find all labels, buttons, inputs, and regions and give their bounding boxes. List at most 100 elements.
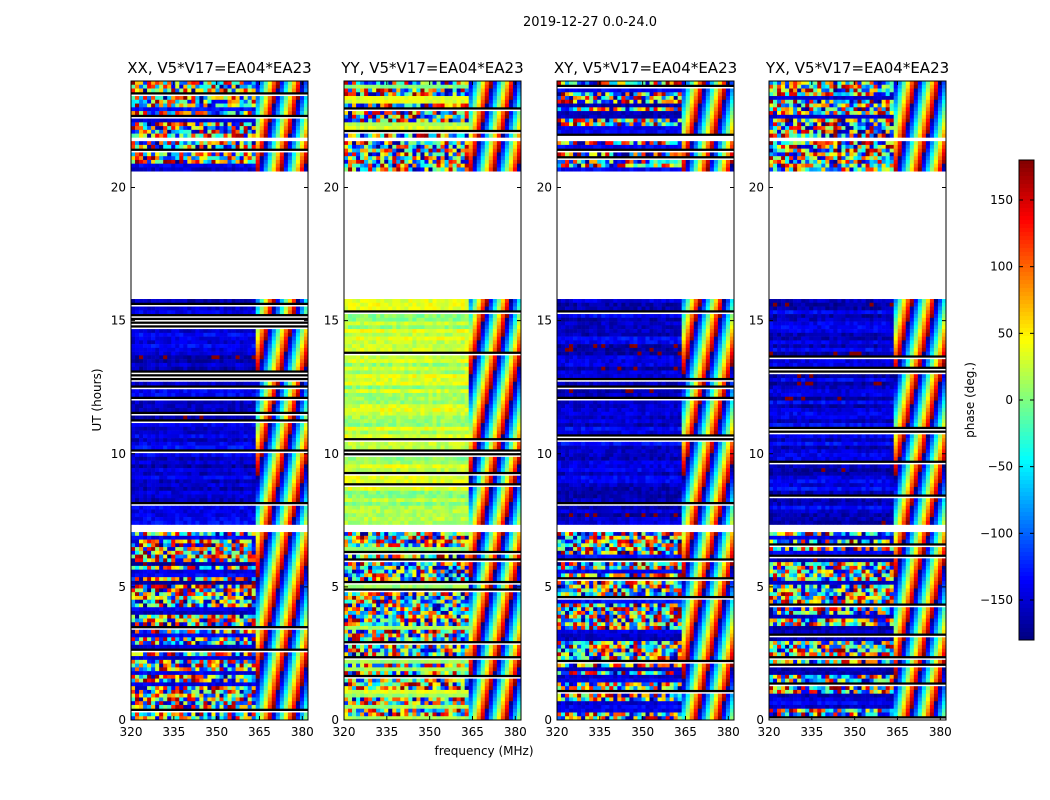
colorbar-segment (1019, 428, 1034, 433)
x-tick-label: 335 (800, 725, 823, 739)
colorbar-segment (1019, 392, 1034, 397)
colorbar-segment (1019, 208, 1034, 213)
phase-heatmap-xy (557, 81, 735, 721)
colorbar-segment (1019, 324, 1034, 329)
colorbar-segment (1019, 524, 1034, 529)
colorbar-segment (1019, 200, 1034, 205)
y-tick-label: 0 (331, 713, 339, 727)
colorbar-segment (1019, 192, 1034, 197)
x-tick-label: 365 (248, 725, 271, 739)
colorbar-segment (1019, 624, 1034, 629)
colorbar-segment (1019, 288, 1034, 293)
colorbar-segment (1019, 500, 1034, 505)
colorbar-tick-label: 50 (998, 326, 1013, 340)
colorbar-segment (1019, 576, 1034, 581)
panel-title-yx: YX, V5*V17=EA04*EA23 (765, 59, 949, 77)
colorbar-segment (1019, 248, 1034, 253)
colorbar-segment (1019, 384, 1034, 389)
y-tick-label: 20 (111, 181, 126, 195)
x-tick-label: 365 (674, 725, 697, 739)
panel-title-xy: XY, V5*V17=EA04*EA23 (554, 59, 737, 77)
colorbar-segment (1019, 380, 1034, 385)
colorbar-segment (1019, 508, 1034, 513)
colorbar-segment (1019, 424, 1034, 429)
colorbar-segment (1019, 284, 1034, 289)
colorbar-segment (1019, 336, 1034, 341)
colorbar-segment (1019, 196, 1034, 201)
phase-heatmap-xx (131, 81, 309, 721)
colorbar-segment (1019, 316, 1034, 321)
colorbar-segment (1019, 212, 1034, 217)
panel-frame (130, 80, 309, 721)
colorbar-segment (1019, 204, 1034, 209)
x-tick-label: 320 (758, 725, 781, 739)
y-tick-label: 20 (324, 181, 339, 195)
y-axis-label: UT (hours) (90, 368, 104, 431)
colorbar-segment (1019, 516, 1034, 521)
colorbar-segment (1019, 272, 1034, 277)
colorbar-segment (1019, 348, 1034, 353)
colorbar-segment (1019, 344, 1034, 349)
y-tick-label: 20 (537, 181, 552, 195)
colorbar-tick-label: −150 (980, 593, 1013, 607)
colorbar-segment (1019, 320, 1034, 325)
y-tick-label: 15 (537, 314, 552, 328)
colorbar-segment (1019, 472, 1034, 477)
y-tick-label: 5 (118, 580, 126, 594)
colorbar-segment (1019, 180, 1034, 185)
colorbar-segment (1019, 572, 1034, 577)
colorbar-segment (1019, 232, 1034, 237)
panel-frame (343, 80, 522, 721)
colorbar-segment (1019, 432, 1034, 437)
colorbar-segment (1019, 184, 1034, 189)
x-tick-label: 320 (546, 725, 569, 739)
colorbar-segment (1019, 252, 1034, 257)
colorbar-segment (1019, 580, 1034, 585)
colorbar-segment (1019, 224, 1034, 229)
colorbar-segment (1019, 172, 1034, 177)
colorbar-tick-label: −100 (980, 526, 1013, 540)
colorbar-segment (1019, 332, 1034, 337)
colorbar-segment (1019, 596, 1034, 601)
colorbar-segment (1019, 540, 1034, 545)
colorbar-segment (1019, 372, 1034, 377)
panel-yx: YX, V5*V17=EA04*EA23 320 335 350 365 380 0 5 10 1… (749, 59, 952, 739)
colorbar-segment (1019, 236, 1034, 241)
colorbar-tick-label: 100 (990, 260, 1013, 274)
x-tick-label: 335 (162, 725, 185, 739)
colorbar-segment (1019, 636, 1034, 641)
x-axis-label: frequency (MHz) (434, 744, 533, 758)
colorbar-segment (1019, 476, 1034, 481)
colorbar-segment (1019, 268, 1034, 273)
y-tick-label: 10 (324, 447, 339, 461)
colorbar-segment (1019, 492, 1034, 497)
colorbar-segment (1019, 416, 1034, 421)
y-tick-label: 10 (749, 447, 764, 461)
colorbar-segment (1019, 388, 1034, 393)
colorbar-segment (1019, 512, 1034, 517)
colorbar-segment (1019, 488, 1034, 493)
colorbar-segment (1019, 240, 1034, 245)
panels-group: XX, V5*V17=EA04*EA23 320 335 350 365 380 0 5 10 1… (111, 59, 952, 739)
colorbar-segment (1019, 420, 1034, 425)
colorbar-segment (1019, 368, 1034, 373)
y-tick-label: 10 (537, 447, 552, 461)
panel-xy: XY, V5*V17=EA04*EA23 320 335 350 365 380 0 5 10 1… (537, 59, 740, 739)
colorbar-segment (1019, 612, 1034, 617)
colorbar-segment (1019, 604, 1034, 609)
phase-heatmap-yy (344, 81, 522, 721)
colorbar-segment (1019, 480, 1034, 485)
colorbar-segment (1019, 300, 1034, 305)
colorbar-label: phase (deg.) (963, 362, 977, 438)
colorbar-segment (1019, 544, 1034, 549)
x-tick-label: 365 (461, 725, 484, 739)
x-tick-label: 365 (886, 725, 909, 739)
colorbar-segment (1019, 408, 1034, 413)
colorbar-segment (1019, 520, 1034, 525)
colorbar-segment (1019, 312, 1034, 317)
colorbar-segment (1019, 292, 1034, 297)
colorbar-segment (1019, 592, 1034, 597)
colorbar-segment (1019, 564, 1034, 569)
colorbar-segment (1019, 608, 1034, 613)
